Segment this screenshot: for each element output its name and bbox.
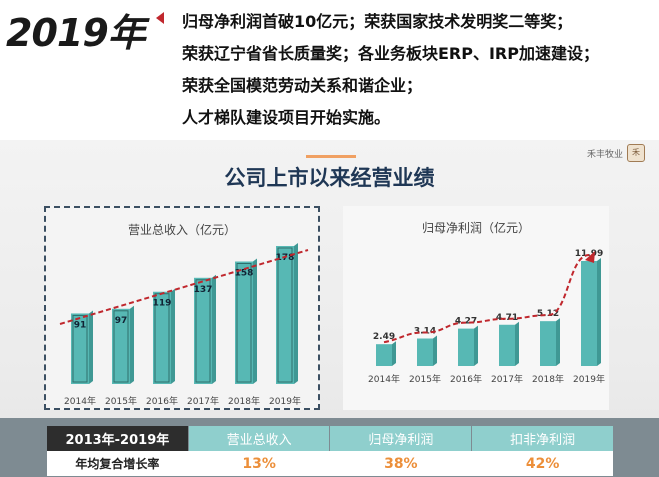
bar (276, 246, 294, 384)
bar (376, 344, 392, 366)
tick-label: 2018年 (532, 373, 564, 385)
bar-side (597, 258, 601, 366)
period-header: 2013年-2019年 (47, 426, 188, 451)
logo-badge-icon: 禾 (627, 144, 645, 162)
bar (153, 291, 171, 384)
bar-group (71, 310, 93, 384)
tick-label: 2017年 (491, 373, 523, 385)
data-label: 2.49 (373, 332, 395, 342)
bar-side (130, 305, 134, 384)
bar (112, 308, 130, 384)
bar-outline (236, 263, 252, 383)
company-logo: 禾丰牧业 禾 (587, 144, 645, 162)
bar-side (171, 288, 175, 384)
bar-side (556, 318, 560, 366)
bar (581, 261, 597, 366)
achievement-line: 荣获辽宁省省长质量奖；各业务板块ERP、IRP加速建设； (182, 44, 599, 63)
table-header-row: 2013年-2019年 营业总收入 归母净利润 扣非净利润 (47, 426, 613, 451)
bullet-arrow-icon (156, 12, 164, 24)
bar (540, 321, 556, 366)
net-profit-chart-title: 归母净利润（亿元） (421, 221, 530, 235)
bar (194, 277, 212, 384)
cagr-row-label: 年均复合增长率 (47, 451, 188, 476)
achievement-line: 人才梯队建设项目开始实施。 (182, 108, 391, 127)
bar-side (294, 243, 298, 384)
bar-group (376, 341, 396, 366)
net-profit-header: 归母净利润 (330, 426, 472, 451)
achievement-list: 归母净利润首破10亿元；荣获国家技术发明奖二等奖； 荣获辽宁省省长质量奖；各业务… (182, 6, 652, 134)
revenue-chart-title: 营业总收入（亿元） (127, 223, 236, 237)
trend-line (383, 254, 590, 344)
bar (417, 338, 433, 366)
data-label: 158 (235, 269, 254, 279)
bar-group (417, 335, 437, 366)
revenue-chart: 营业总收入（亿元） 91 2014年 97 2015年 119 2016年 137 2017年… (44, 206, 320, 410)
bar-group (112, 305, 134, 384)
tick-label: 2018年 (228, 395, 260, 407)
logo-text: 禾丰牧业 (586, 149, 623, 160)
revenue-cagr-value: 13% (188, 451, 330, 476)
trend-arrow-icon (585, 251, 595, 263)
tick-label: 2015年 (409, 373, 441, 385)
net-profit-chart-svg: 2.49 2014年 3.14 2015年 4.27 2016年 4.71 2017年 5.12… (368, 249, 605, 385)
deducted-profit-header: 扣非净利润 (472, 426, 613, 451)
data-label: 91 (74, 320, 87, 330)
bar (71, 313, 89, 384)
revenue-header: 营业总收入 (188, 426, 330, 451)
tick-label: 2014年 (64, 395, 96, 407)
bar-outline (195, 279, 211, 383)
table-row: 年均复合增长率 13% 38% 42% (47, 451, 613, 476)
bar-outline (72, 314, 88, 383)
bar-side (89, 310, 93, 384)
tick-label: 2014年 (368, 373, 400, 385)
bar-group (540, 318, 560, 366)
bar (235, 261, 253, 384)
data-label: 4.27 (455, 317, 477, 327)
bar-group (194, 274, 216, 384)
bar-side (392, 341, 396, 366)
bar-side (433, 335, 437, 366)
bar-side (474, 325, 478, 366)
tick-label: 2015年 (105, 395, 137, 407)
panel-title: 公司上市以来经营业绩 (224, 166, 435, 190)
tick-label: 2017年 (187, 395, 219, 407)
achievement-line: 归母净利润首破10亿元；荣获国家技术发明奖二等奖； (182, 12, 573, 31)
bar-group (581, 258, 601, 366)
deducted-profit-cagr-value: 42% (472, 451, 613, 476)
bar-group (499, 321, 519, 366)
achievement-line: 荣获全国模范劳动关系和谐企业； (182, 76, 423, 95)
revenue-chart-svg: 91 2014年 97 2015年 119 2016年 137 2017年 158 2018年 17… (59, 243, 309, 407)
net-profit-cagr-value: 38% (330, 451, 472, 476)
net-profit-chart: 归母净利润（亿元） 2.49 2014年 3.14 2015年 4.27 2016年 4.7… (343, 206, 609, 410)
tick-label: 2016年 (146, 395, 178, 407)
tick-label: 2019年 (269, 395, 301, 407)
data-label: 97 (115, 316, 128, 326)
bar (458, 328, 474, 366)
data-label: 4.71 (496, 313, 518, 323)
trend-line (59, 249, 309, 325)
bar-outline (277, 247, 293, 383)
data-label: 3.14 (414, 327, 436, 337)
bar-side (212, 274, 216, 384)
data-label: 5.12 (537, 309, 559, 319)
tick-label: 2016年 (450, 373, 482, 385)
bar-outline (113, 310, 129, 383)
title-accent-bar (306, 155, 356, 158)
bar-side (515, 321, 519, 366)
bar (499, 324, 515, 366)
bar-group (235, 258, 257, 384)
tick-label: 2019年 (573, 373, 605, 385)
year-title: 2019年 (6, 11, 146, 55)
data-label: 119 (153, 299, 172, 309)
cagr-table: 2013年-2019年 营业总收入 归母净利润 扣非净利润 年均复合增长率 13… (47, 426, 613, 476)
bar-side (253, 258, 257, 384)
bar-group (276, 243, 298, 384)
bar-group (458, 325, 478, 366)
data-label: 137 (194, 285, 213, 295)
data-label: 178 (276, 253, 295, 263)
